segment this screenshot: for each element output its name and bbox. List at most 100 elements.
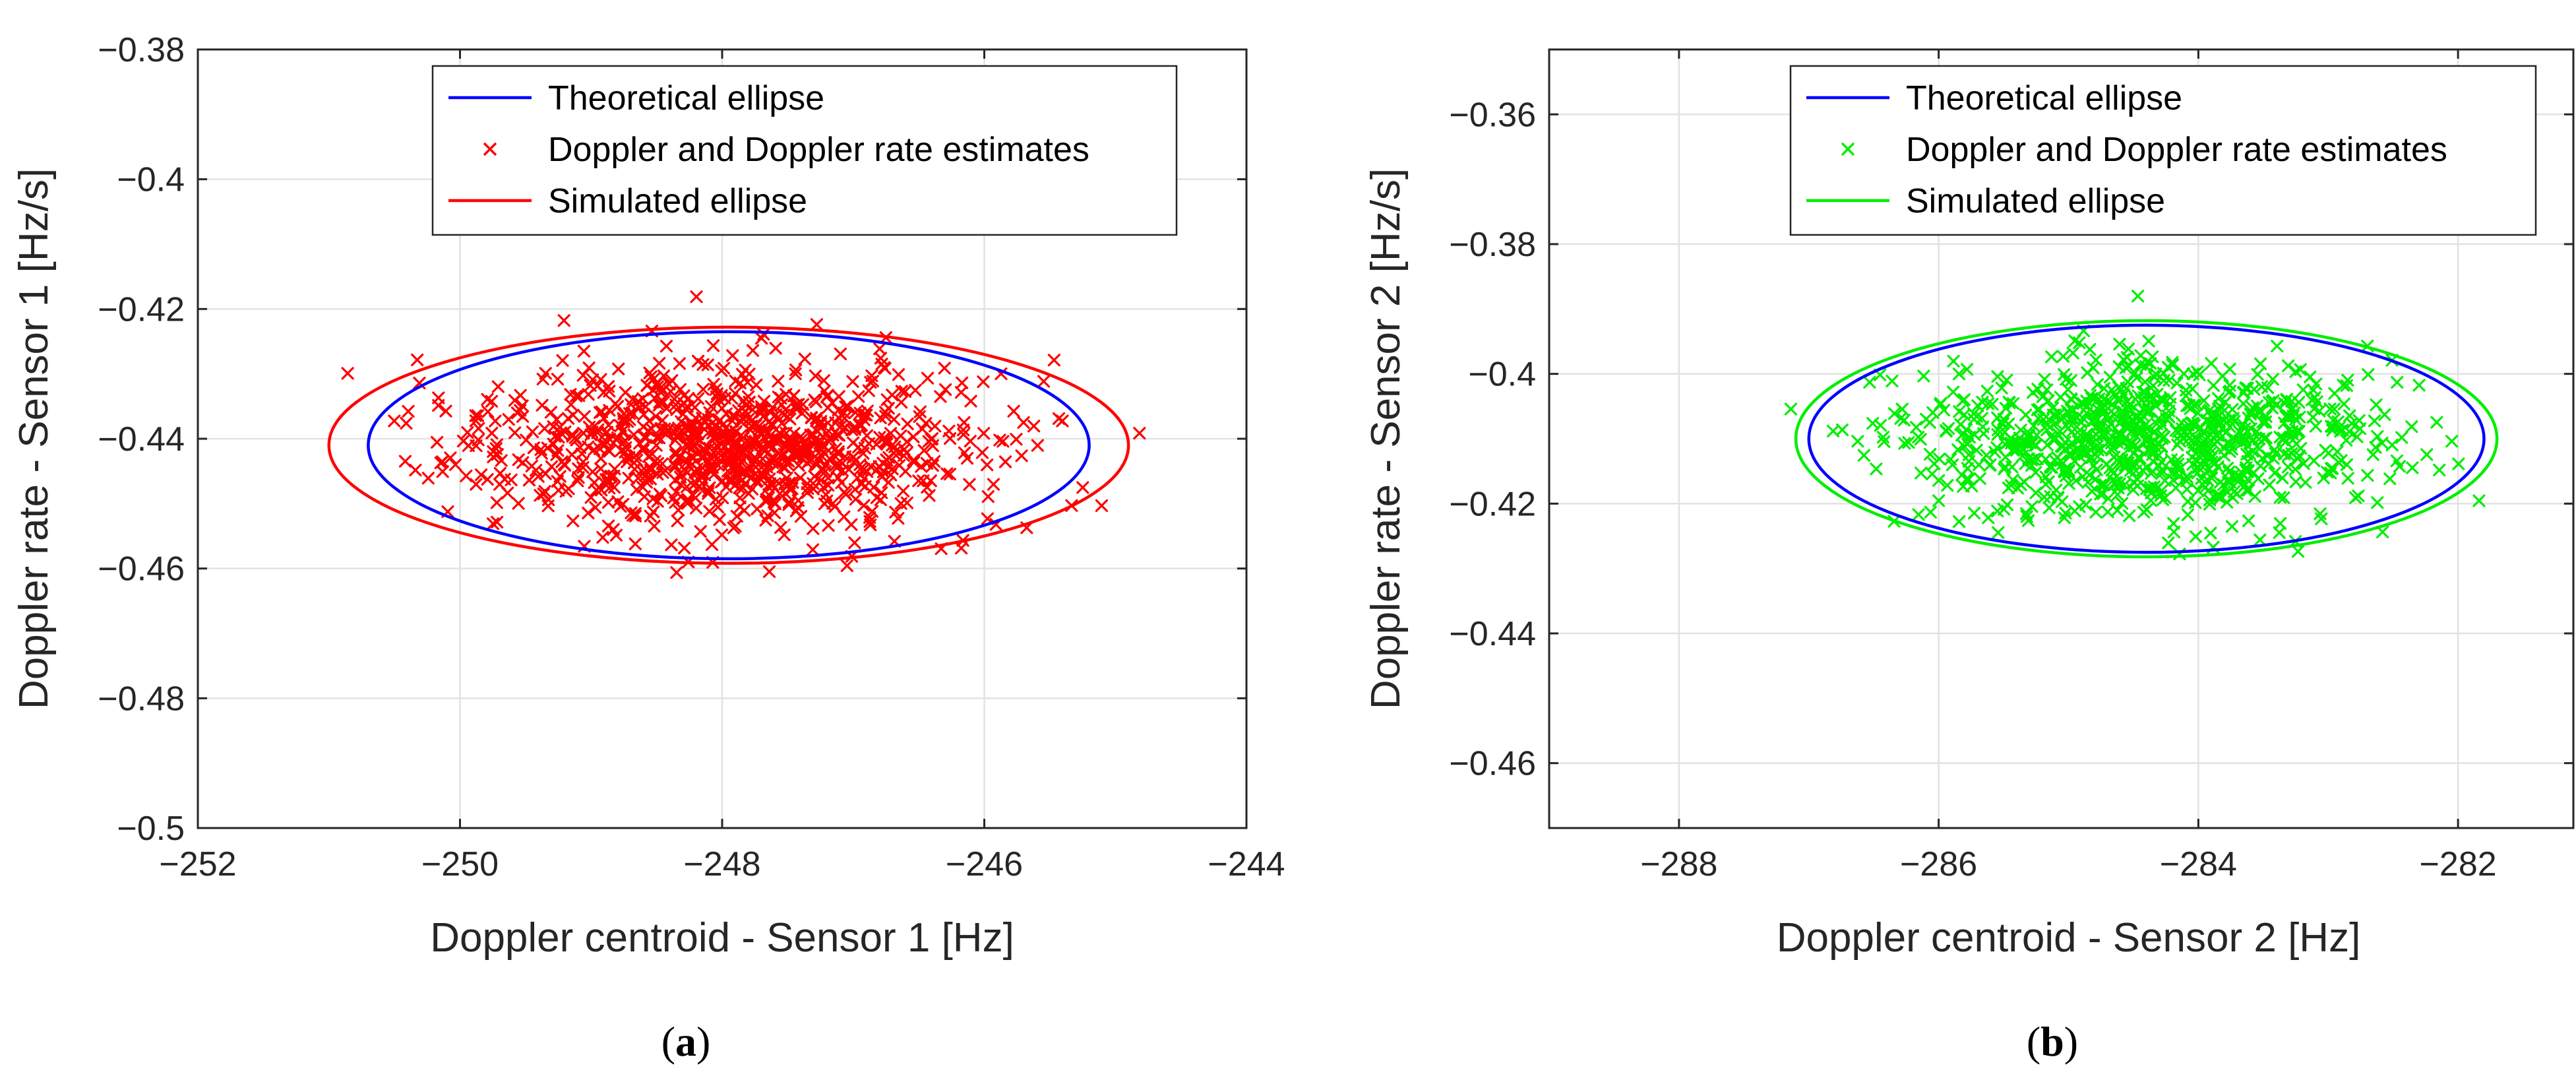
scatter-point xyxy=(737,394,750,408)
scatter-point xyxy=(862,384,875,397)
scatter-point xyxy=(2308,454,2321,467)
scatter-point xyxy=(590,484,603,497)
scatter-point xyxy=(2004,432,2017,445)
scatter-point xyxy=(421,472,435,485)
scatter-point xyxy=(2202,405,2215,418)
scatter-point xyxy=(789,399,803,413)
scatter-point xyxy=(638,490,651,503)
scatter-point xyxy=(2149,399,2162,412)
scatter-point xyxy=(2040,438,2054,452)
scatter-point xyxy=(1990,441,2004,455)
scatter-point xyxy=(659,339,673,353)
scatter-point xyxy=(1960,363,1974,376)
x-tick-label: −250 xyxy=(421,845,499,883)
scatter-point xyxy=(884,427,898,440)
scatter-point xyxy=(1992,526,2005,539)
scatter-point xyxy=(2141,405,2154,419)
scatter-point xyxy=(705,464,718,478)
scatter-point xyxy=(1912,508,1925,521)
scatter-point xyxy=(2000,498,2014,511)
scatter-point xyxy=(801,486,814,499)
scatter-point xyxy=(2349,491,2362,504)
scatter-point xyxy=(898,385,912,399)
scatter-point xyxy=(2278,397,2291,410)
scatter-point xyxy=(866,375,880,388)
scatter-point xyxy=(562,482,575,495)
scatter-point xyxy=(1886,374,1899,388)
scatter-point xyxy=(1910,421,1923,434)
scatter-point xyxy=(1874,419,1887,432)
scatter-point xyxy=(1980,449,1993,462)
y-tick-label: −0.4 xyxy=(117,161,185,199)
scatter-point xyxy=(1991,504,2004,518)
scatter-point xyxy=(538,485,551,498)
scatter-point xyxy=(1876,431,1890,444)
scatter-point xyxy=(921,371,935,385)
scatter-point xyxy=(696,383,710,396)
scatter-point xyxy=(2025,500,2039,513)
scatter-point xyxy=(847,455,861,468)
scatter-point xyxy=(2091,393,2104,406)
scatter-point xyxy=(939,383,952,397)
scatter-point xyxy=(690,463,704,476)
scatter-point xyxy=(2029,486,2042,499)
scatter-point xyxy=(512,497,525,510)
scatter-point xyxy=(759,424,772,437)
scatter-point xyxy=(670,566,683,579)
scatter-point xyxy=(2412,379,2426,392)
scatter-point xyxy=(2070,474,2083,488)
scatter-point xyxy=(2062,383,2075,396)
scatter-point xyxy=(582,506,595,520)
scatter-point xyxy=(2289,475,2302,488)
scatter-point xyxy=(2087,459,2101,472)
y-tick-label: −0.4 xyxy=(1468,356,1536,394)
scatter-point xyxy=(749,434,762,448)
scatter-point xyxy=(2327,414,2340,427)
scatter-point xyxy=(589,501,602,514)
scatter-point xyxy=(1047,354,1060,367)
scatter-point xyxy=(925,433,938,446)
scatter-point xyxy=(2171,453,2184,467)
scatter-point xyxy=(2376,436,2389,450)
scatter-point xyxy=(572,471,585,484)
scatter-point xyxy=(2370,398,2383,412)
scatter-point xyxy=(912,474,925,488)
scatter-point xyxy=(2288,463,2302,476)
scatter-point xyxy=(720,480,733,494)
scatter-point xyxy=(2326,424,2339,437)
scatter-point xyxy=(2205,425,2219,438)
scatter-point xyxy=(632,395,645,408)
scatter-point xyxy=(1932,474,1946,487)
x-tick-label: −284 xyxy=(2160,845,2237,883)
scatter-point xyxy=(2097,487,2110,500)
scatter-point xyxy=(849,493,863,506)
scatter-point xyxy=(2244,408,2257,421)
scatter-point xyxy=(900,435,913,449)
scatter-point xyxy=(938,362,951,375)
scatter-point xyxy=(1938,403,1951,417)
scatter-point xyxy=(956,376,969,389)
scatter-point xyxy=(709,493,723,506)
plot-content xyxy=(327,290,1146,579)
scatter-point xyxy=(2197,394,2211,407)
scatter-point xyxy=(775,398,788,411)
scatter-point xyxy=(576,461,590,474)
scatter-point xyxy=(2201,484,2215,497)
scatter-point xyxy=(481,393,494,406)
scatter-point xyxy=(2254,459,2267,472)
scatter-point xyxy=(810,318,824,331)
scatter-point xyxy=(1944,453,1957,466)
scatter-point xyxy=(726,349,739,362)
scatter-point xyxy=(582,362,596,375)
scatter-point xyxy=(749,467,762,480)
scatter-point xyxy=(798,352,811,366)
scatter-point xyxy=(756,402,769,416)
scatter-point xyxy=(963,478,976,491)
scatter-point xyxy=(734,455,747,468)
scatter-point xyxy=(2139,375,2152,389)
scatter-point xyxy=(671,503,685,517)
scatter-point xyxy=(2014,478,2027,492)
scatter-point xyxy=(576,369,590,382)
chart-panel-a: −252 −250 −248 −246 −244 −0.5 −0.48 −0.46 −0.44 −… xyxy=(11,31,1285,1065)
scatter-point xyxy=(1986,398,1999,411)
